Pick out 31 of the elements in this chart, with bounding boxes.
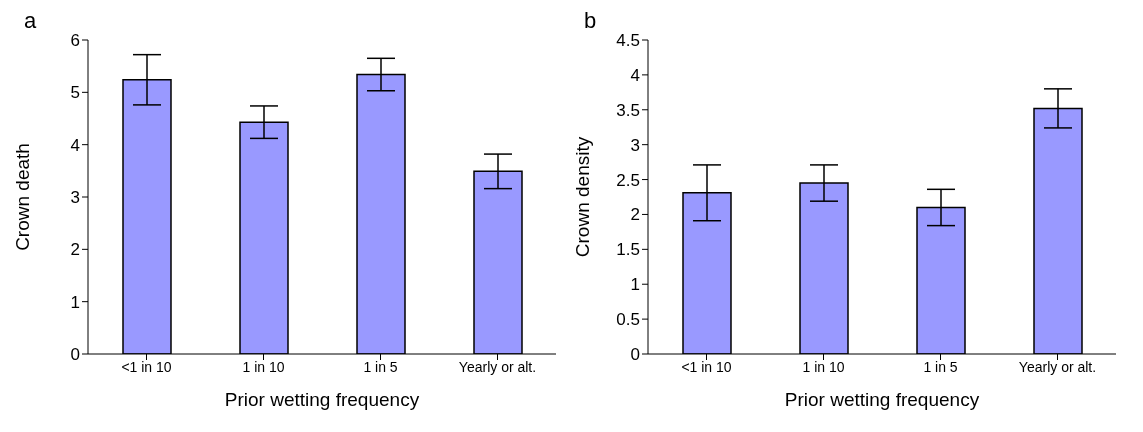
- x-tick-label: 1 in 10: [802, 358, 845, 375]
- y-tick-label: 2: [70, 240, 80, 260]
- y-tick-label: 2: [630, 205, 640, 225]
- y-tick-label: 4.5: [616, 31, 640, 51]
- x-tick-label: 1 in 5: [363, 358, 398, 375]
- y-tick-label: 5: [70, 83, 80, 103]
- y-tick-label: 4: [630, 65, 640, 85]
- y-tick-label: 0.5: [616, 310, 640, 330]
- y-tick-label: 2.5: [616, 170, 640, 190]
- x-tick-label: Yearly or alt.: [1018, 358, 1097, 375]
- x-tick-label: <1 in 10: [121, 358, 172, 375]
- y-tick-label: 3.5: [616, 100, 640, 120]
- y-axis-title: Crown death: [11, 143, 33, 251]
- y-axis-title: Crown density: [571, 136, 593, 258]
- x-axis-title: Prior wetting frequency: [224, 389, 420, 410]
- y-tick-label: 1.5: [616, 240, 640, 260]
- y-tick-label: 1: [70, 292, 80, 312]
- x-tick-label: 1 in 5: [923, 358, 958, 375]
- y-tick-label: 3: [630, 135, 640, 155]
- y-tick-label: 0: [70, 345, 80, 365]
- x-tick-label: Yearly or alt.: [458, 358, 537, 375]
- x-axis-title: Prior wetting frequency: [784, 389, 980, 410]
- y-tick-label: 3: [70, 188, 80, 208]
- chart-title: b: [584, 8, 597, 34]
- y-tick-label: 6: [70, 31, 80, 51]
- y-tick-label: 1: [630, 275, 640, 295]
- y-tick-label: 0: [630, 345, 640, 365]
- chart-title: a: [24, 8, 37, 34]
- y-tick-label: 4: [70, 135, 80, 155]
- x-tick-label: <1 in 10: [681, 358, 732, 375]
- x-tick-label: 1 in 10: [242, 358, 285, 375]
